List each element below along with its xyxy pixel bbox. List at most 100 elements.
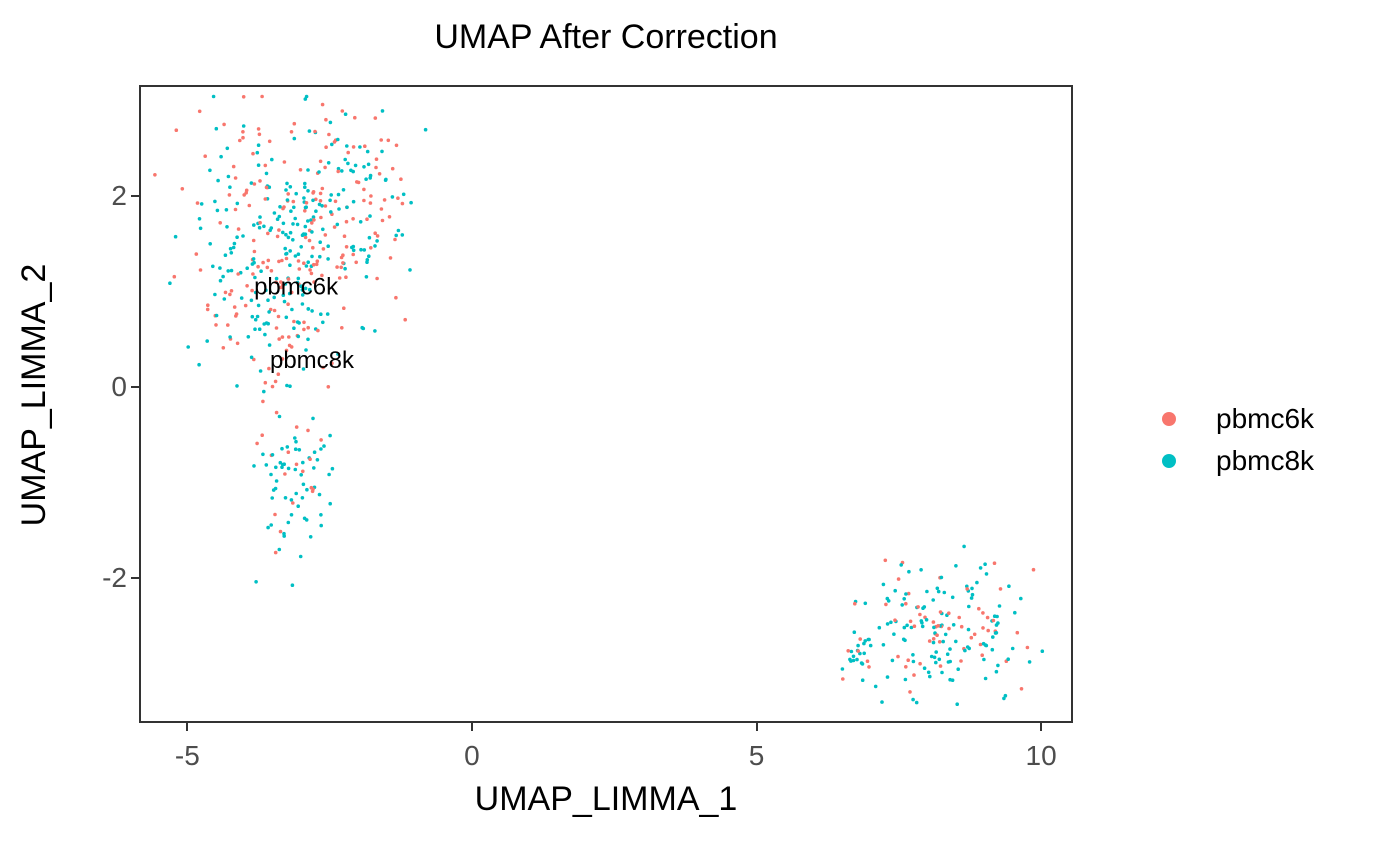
data-point [264, 185, 269, 190]
data-point [311, 198, 315, 203]
data-point [321, 365, 325, 370]
data-point [229, 268, 234, 273]
data-point [931, 598, 935, 602]
data-point [228, 335, 232, 339]
data-point [256, 163, 261, 167]
legend-label: pbmc6k [1216, 403, 1315, 434]
data-point [978, 642, 983, 647]
data-point [900, 603, 904, 607]
y-tick-mark [131, 576, 139, 579]
data-point [232, 305, 237, 309]
data-point [423, 127, 428, 132]
data-point [323, 165, 327, 170]
data-point [863, 601, 868, 606]
data-point [1010, 646, 1015, 651]
data-point [351, 217, 355, 221]
data-point [281, 221, 286, 226]
data-point [213, 199, 217, 204]
data-point [310, 221, 314, 225]
data-point [256, 143, 261, 147]
data-point [343, 112, 348, 116]
data-point [948, 659, 952, 664]
data-point [205, 339, 209, 343]
data-point [261, 399, 265, 404]
data-point [319, 438, 323, 442]
data-point [267, 185, 272, 189]
data-point [860, 678, 865, 682]
data-point [321, 247, 326, 251]
data-point [846, 649, 850, 653]
data-point [286, 466, 291, 471]
data-point [244, 188, 249, 193]
data-point [303, 235, 308, 240]
data-point [884, 602, 888, 607]
data-point [300, 496, 305, 500]
data-point [399, 177, 403, 181]
data-point [318, 159, 323, 164]
data-point [281, 293, 286, 297]
data-point [375, 234, 380, 238]
data-point [328, 198, 332, 203]
data-point [851, 654, 856, 659]
data-point [282, 160, 287, 164]
data-point [270, 157, 274, 162]
data-point [341, 253, 345, 257]
data-point [374, 157, 379, 161]
data-point [279, 280, 283, 284]
data-point [998, 587, 1003, 591]
data-point [955, 702, 959, 706]
data-point [853, 601, 857, 606]
data-point [358, 145, 362, 149]
data-point [279, 285, 283, 290]
data-point [324, 145, 328, 149]
data-point [296, 276, 301, 281]
data-point [336, 169, 340, 174]
data-point [353, 163, 358, 168]
data-point [928, 674, 932, 679]
data-point [186, 345, 190, 349]
data-point [294, 491, 298, 496]
data-point [362, 198, 366, 203]
data-point [284, 315, 289, 320]
data-point [311, 215, 316, 219]
data-point [911, 697, 915, 702]
legend-label: pbmc8k [1216, 445, 1315, 476]
data-point [931, 637, 936, 641]
data-point [266, 525, 270, 530]
data-point [199, 202, 204, 206]
data-point [153, 173, 157, 177]
data-point [273, 486, 278, 491]
data-point [229, 289, 234, 293]
data-point [249, 355, 254, 360]
data-point [326, 244, 330, 248]
data-point [303, 286, 308, 291]
data-point [340, 169, 344, 173]
data-point [342, 234, 347, 238]
data-point [286, 192, 290, 196]
data-point [346, 161, 350, 166]
data-point [400, 233, 405, 237]
data-point [862, 651, 866, 656]
data-point [269, 269, 274, 273]
data-point [1019, 596, 1023, 601]
data-point [868, 643, 873, 648]
data-point [300, 293, 305, 297]
data-point [914, 700, 919, 705]
data-point [241, 234, 245, 238]
data-point [283, 496, 288, 500]
data-point [332, 225, 337, 229]
data-point [959, 624, 964, 629]
data-point [356, 180, 361, 185]
data-point [934, 660, 938, 665]
data-point [881, 582, 886, 587]
data-point [1025, 645, 1030, 650]
data-point [283, 246, 287, 251]
data-point [208, 242, 212, 246]
data-point [307, 129, 312, 133]
data-point [262, 322, 266, 326]
data-point [922, 666, 927, 670]
data-point [291, 501, 295, 505]
data-point [311, 245, 315, 250]
data-point [856, 643, 860, 648]
data-point [840, 667, 845, 671]
